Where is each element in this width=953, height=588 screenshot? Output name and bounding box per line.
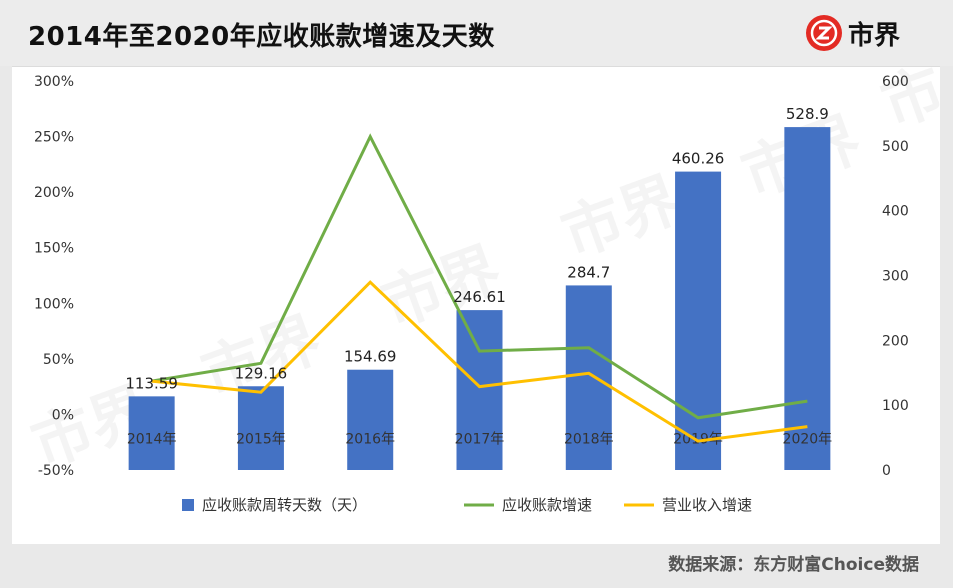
bar-2015年 [237,386,284,470]
right-axis-tick-label: 200 [882,333,909,349]
left-axis-tick-label: 250% [34,130,74,146]
legend-swatch-bar [182,499,194,511]
page-title: 2014年至2020年应收账款增速及天数 [28,22,495,52]
chart-area: 市界市界市界市界市界市界-50%0%50%100%150%200%250%300… [12,66,940,544]
bar-data-label: 129.16 [235,364,288,382]
bar-data-label: 113.59 [125,374,178,392]
bar-2017年 [456,310,503,470]
right-axis-tick-label: 600 [882,74,909,90]
bar-2019年 [675,171,722,471]
line-revenue-growth [151,280,808,443]
legend-label: 应收账款周转天数（天） [202,496,367,514]
category-label: 2016年 [345,431,395,447]
bar-2016年 [347,369,394,470]
left-axis-tick-label: 0% [52,407,74,423]
bar-2018年 [565,285,612,470]
bar-data-label: 528.9 [786,105,829,123]
line-receivable-growth [151,133,808,420]
bar-data-label: 460.26 [672,150,725,168]
legend-label: 营业收入增速 [662,496,752,514]
brand-logo: 市界 [806,12,900,54]
left-axis-tick-label: 150% [34,241,74,257]
right-axis-tick-label: 400 [882,204,909,220]
left-axis-tick-label: -50% [38,463,74,479]
right-axis-tick-label: 300 [882,269,909,285]
watermark-text: 市界 [553,164,690,271]
data-source: 数据来源：东方财富Choice数据 [668,555,919,575]
header: 2014年至2020年应收账款增速及天数 市界 [0,0,953,66]
legend-label: 应收账款增速 [502,496,592,514]
category-label: 2015年 [236,431,286,447]
left-axis-tick-label: 300% [34,74,74,90]
right-axis-tick-label: 0 [882,463,891,479]
bar-data-label: 154.69 [344,348,397,366]
bar-data-label: 284.7 [567,263,610,281]
left-axis-tick-label: 100% [34,296,74,312]
chart-svg: 市界市界市界市界市界市界-50%0%50%100%150%200%250%300… [23,67,940,514]
logo-icon [806,15,842,51]
category-label: 2020年 [783,431,833,447]
bar-2014年 [128,396,175,470]
category-label: 2017年 [455,431,505,447]
category-label: 2018年 [564,431,614,447]
right-axis-tick-label: 500 [882,139,909,155]
bar-2020年 [784,127,831,470]
left-axis-tick-label: 50% [43,352,74,368]
category-label: 2014年 [127,431,177,447]
bar-data-label: 246.61 [453,288,506,306]
logo-text: 市界 [848,20,901,51]
left-axis-tick-label: 200% [34,185,74,201]
right-axis-tick-label: 100 [882,398,909,414]
